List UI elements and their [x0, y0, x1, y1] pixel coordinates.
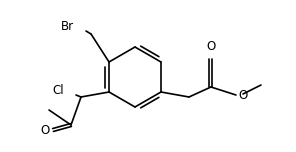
Text: O: O	[41, 123, 50, 136]
Text: O: O	[238, 88, 247, 102]
Text: Br: Br	[61, 19, 74, 33]
Text: Cl: Cl	[52, 85, 64, 97]
Text: O: O	[206, 40, 215, 53]
